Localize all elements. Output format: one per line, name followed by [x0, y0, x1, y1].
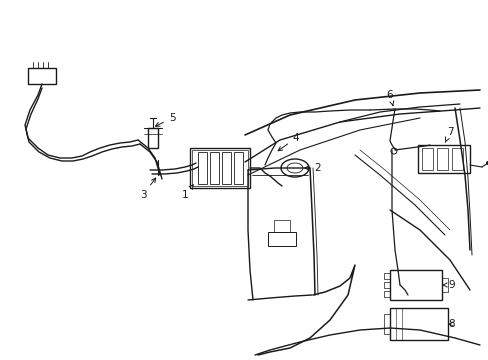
Bar [389, 308, 447, 340]
Bar [198, 152, 206, 184]
Bar [273, 220, 289, 232]
Text: 3: 3 [140, 178, 155, 200]
Bar [222, 152, 230, 184]
Bar [192, 150, 247, 186]
Text: 9: 9 [442, 280, 454, 290]
Text: 8: 8 [448, 319, 454, 329]
Bar [451, 148, 462, 170]
Ellipse shape [485, 161, 488, 165]
Text: 6: 6 [386, 90, 393, 105]
Bar [267, 232, 295, 246]
Text: 4: 4 [278, 133, 299, 151]
Bar [190, 148, 249, 188]
Bar [383, 291, 389, 297]
Bar [383, 273, 389, 279]
Text: 5: 5 [155, 113, 175, 126]
Text: 1: 1 [182, 185, 193, 200]
Bar [234, 152, 243, 184]
Text: 7: 7 [445, 127, 452, 142]
Bar [441, 278, 447, 292]
Bar [148, 128, 158, 148]
Bar [383, 282, 389, 288]
Bar [436, 148, 447, 170]
Bar [209, 152, 219, 184]
Bar [383, 314, 389, 334]
Bar [421, 148, 432, 170]
Bar [28, 68, 56, 84]
Bar [389, 270, 441, 300]
Bar [417, 145, 469, 173]
Text: 2: 2 [304, 163, 321, 173]
